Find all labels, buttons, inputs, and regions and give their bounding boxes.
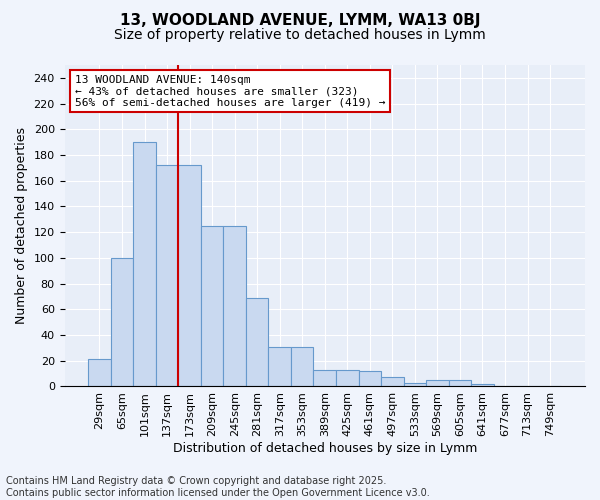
Bar	[313, 370, 336, 386]
Bar	[268, 346, 291, 387]
Y-axis label: Number of detached properties: Number of detached properties	[15, 127, 28, 324]
Bar	[471, 384, 494, 386]
Text: 13, WOODLAND AVENUE, LYMM, WA13 0BJ: 13, WOODLAND AVENUE, LYMM, WA13 0BJ	[120, 12, 480, 28]
Bar	[133, 142, 156, 386]
Text: Contains HM Land Registry data © Crown copyright and database right 2025.
Contai: Contains HM Land Registry data © Crown c…	[6, 476, 430, 498]
Bar	[449, 380, 471, 386]
Bar	[156, 166, 178, 386]
Text: 13 WOODLAND AVENUE: 140sqm
← 43% of detached houses are smaller (323)
56% of sem: 13 WOODLAND AVENUE: 140sqm ← 43% of deta…	[75, 74, 385, 108]
Bar	[404, 382, 426, 386]
Bar	[426, 380, 449, 386]
Bar	[246, 298, 268, 386]
Bar	[223, 226, 246, 386]
X-axis label: Distribution of detached houses by size in Lymm: Distribution of detached houses by size …	[173, 442, 477, 455]
Bar	[381, 378, 404, 386]
Bar	[359, 371, 381, 386]
Bar	[178, 166, 201, 386]
Bar	[201, 226, 223, 386]
Bar	[291, 346, 313, 387]
Bar	[88, 360, 111, 386]
Text: Size of property relative to detached houses in Lymm: Size of property relative to detached ho…	[114, 28, 486, 42]
Bar	[336, 370, 359, 386]
Bar	[111, 258, 133, 386]
